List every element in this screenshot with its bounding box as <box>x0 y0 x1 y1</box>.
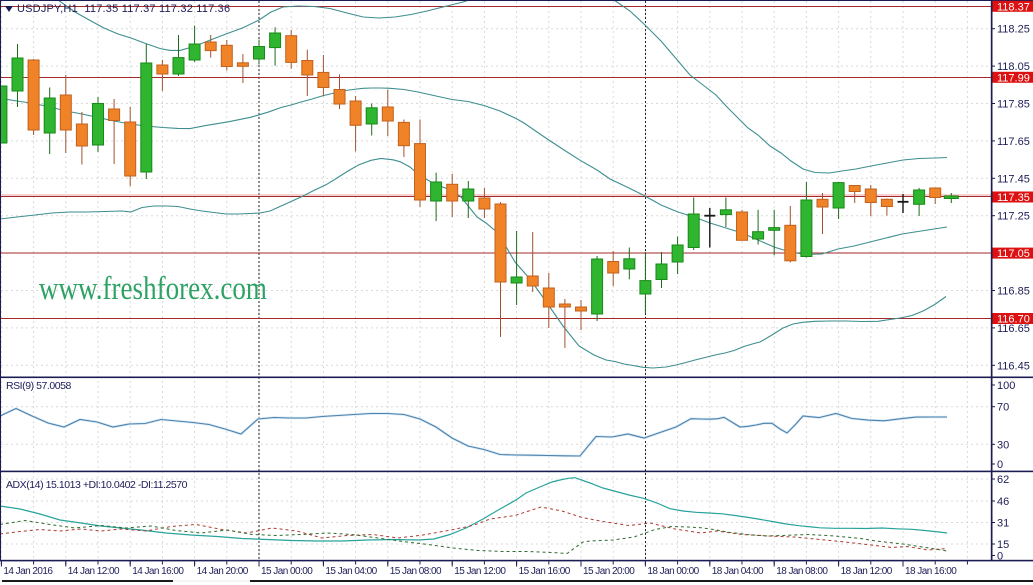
svg-text:31: 31 <box>997 518 1009 530</box>
svg-text:30: 30 <box>997 439 1009 451</box>
svg-text:118.05: 118.05 <box>997 61 1030 73</box>
svg-text:0: 0 <box>997 551 1003 563</box>
svg-text:15 Jan 20:00: 15 Jan 20:00 <box>583 566 635 577</box>
svg-text:117.45: 117.45 <box>997 173 1030 185</box>
svg-text:USDJPY,H1 117.35 117.37 117.3: USDJPY,H1 117.35 117.37 117.32 117.36 <box>17 3 230 15</box>
svg-text:117.65: 117.65 <box>997 136 1030 148</box>
svg-text:15 Jan 08:00: 15 Jan 08:00 <box>390 566 442 577</box>
svg-text:118.25: 118.25 <box>997 24 1030 36</box>
svg-text:15 Jan 00:00: 15 Jan 00:00 <box>261 566 313 577</box>
svg-text:116.70: 116.70 <box>997 314 1030 326</box>
svg-text:18 Jan 12:00: 18 Jan 12:00 <box>841 566 893 577</box>
svg-text:100: 100 <box>997 380 1015 392</box>
svg-text:46: 46 <box>997 496 1009 508</box>
svg-text:117.99: 117.99 <box>997 72 1030 84</box>
svg-text:18 Jan 08:00: 18 Jan 08:00 <box>776 566 828 577</box>
svg-text:117.05: 117.05 <box>997 248 1030 260</box>
svg-text:www.freshforex.com: www.freshforex.com <box>39 269 267 306</box>
svg-text:15 Jan 16:00: 15 Jan 16:00 <box>519 566 571 577</box>
svg-text:15 Jan 12:00: 15 Jan 12:00 <box>454 566 506 577</box>
svg-text:14 Jan 2016: 14 Jan 2016 <box>3 566 53 577</box>
svg-text:14 Jan 12:00: 14 Jan 12:00 <box>68 566 120 577</box>
svg-text:116.65: 116.65 <box>997 323 1030 335</box>
svg-text:18 Jan 00:00: 18 Jan 00:00 <box>647 566 699 577</box>
svg-text:14 Jan 20:00: 14 Jan 20:00 <box>197 566 249 577</box>
svg-text:116.85: 116.85 <box>997 286 1030 298</box>
svg-text:62: 62 <box>997 474 1009 486</box>
svg-text:116.45: 116.45 <box>997 360 1030 372</box>
svg-text:117.85: 117.85 <box>997 99 1030 111</box>
svg-text:15 Jan 04:00: 15 Jan 04:00 <box>325 566 377 577</box>
svg-text:18 Jan 04:00: 18 Jan 04:00 <box>712 566 764 577</box>
svg-text:14 Jan 16:00: 14 Jan 16:00 <box>132 566 184 577</box>
svg-text:ADX(14) 15.1013 +DI:10.0402 -D: ADX(14) 15.1013 +DI:10.0402 -DI:11.2570 <box>6 479 188 491</box>
svg-text:0: 0 <box>997 459 1003 471</box>
svg-text:118.37: 118.37 <box>997 1 1030 13</box>
svg-text:117.25: 117.25 <box>997 211 1030 223</box>
svg-text:RSI(9) 57.0058: RSI(9) 57.0058 <box>6 380 72 392</box>
svg-text:117.35: 117.35 <box>997 192 1030 204</box>
svg-text:18 Jan 16:00: 18 Jan 16:00 <box>905 566 957 577</box>
svg-text:70: 70 <box>997 402 1009 414</box>
svg-text:15: 15 <box>997 539 1009 551</box>
